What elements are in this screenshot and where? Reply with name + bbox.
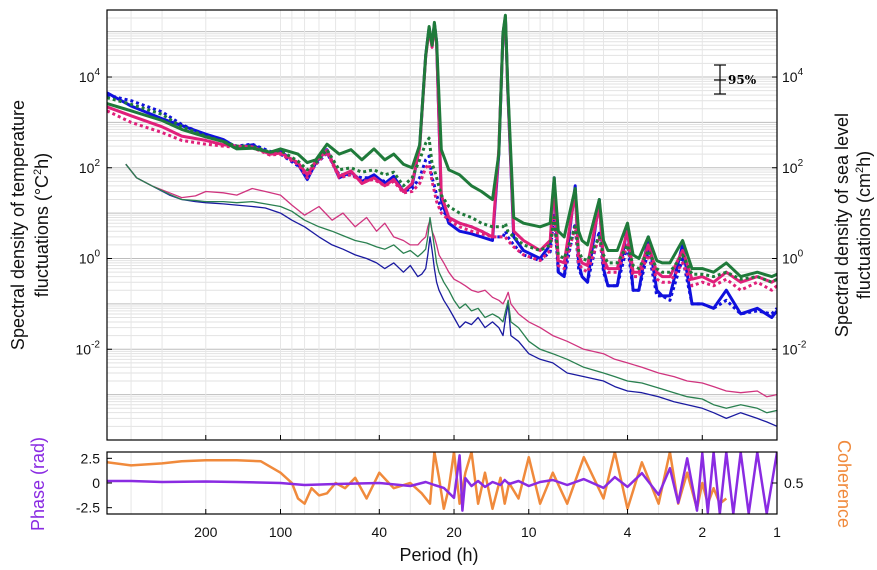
series-line-8 <box>125 163 777 398</box>
left-tick-label-base: 10 <box>79 251 95 267</box>
coherence-line <box>107 452 728 511</box>
right-tick-label-exp: 2 <box>798 158 804 169</box>
spectra-left-ylabel-2: fluctuations (°C2h) <box>32 153 52 297</box>
left-tick-label-exp: 0 <box>94 249 100 260</box>
spectra-right-ylabel: Spectral density of sea level <box>832 113 852 337</box>
spectra-left-ylabel-line2a: fluctuations (°C <box>32 175 52 297</box>
x-tick-label: 40 <box>372 524 388 540</box>
series-line-6 <box>107 96 777 284</box>
series-line-9 <box>125 163 777 414</box>
x-tick-label: 10 <box>521 524 537 540</box>
series-line-7 <box>125 163 777 427</box>
left-tick-label: 102 <box>79 158 101 176</box>
right-tick-label: 10-2 <box>782 339 807 357</box>
left-tick-label-base: 10 <box>76 341 92 357</box>
phase-ylabel: Phase (rad) <box>28 437 48 531</box>
left-tick-label: 100 <box>79 249 101 267</box>
x-tick-label: 1 <box>773 524 781 540</box>
phase-tick-label: 2.5 <box>81 450 101 466</box>
phase-tick-label: -2.5 <box>76 500 100 516</box>
phase-left-ticks: 2.5 0 -2.5 <box>76 450 112 516</box>
left-tick-label-base: 10 <box>79 69 95 85</box>
right-tick-label-base: 10 <box>782 160 798 176</box>
spectra-left-ylabel-line1: Spectral density of temperature <box>8 100 28 350</box>
right-tick-label: 100 <box>782 249 804 267</box>
left-tick-label-exp: 2 <box>94 158 100 169</box>
spectra-grid <box>106 9 778 441</box>
confidence-label: 95% <box>728 73 757 87</box>
x-tick-label: 100 <box>269 524 293 540</box>
left-tick-label-exp: -2 <box>91 339 100 350</box>
x-axis-label: Period (h) <box>399 545 478 565</box>
left-tick-label-base: 10 <box>79 160 95 176</box>
spectra-right-ylabel-2: fluctuations (cm2h) <box>854 151 874 299</box>
right-tick-label-exp: 0 <box>798 249 804 260</box>
spectra-left-ylabel-line2sup: 2 <box>32 169 44 175</box>
spectra-right-ylabel-line2sup: 2 <box>854 167 866 173</box>
confidence-bar: 95% <box>714 64 757 95</box>
spectra-right-ylabel-line2a: fluctuations (cm <box>854 173 874 299</box>
x-tick-label: 200 <box>194 524 218 540</box>
right-tick-label: 102 <box>782 158 804 176</box>
phase-tick-label: 0 <box>92 475 100 491</box>
left-tick-label: 104 <box>79 67 101 85</box>
series-line-4 <box>107 109 777 292</box>
right-tick-label: 104 <box>782 67 804 85</box>
phase-line <box>107 452 777 514</box>
x-axis-ticks: 200 100 40 20 10 4 2 1 <box>194 435 781 540</box>
series-line-5 <box>107 13 777 279</box>
coherence-ylabel: Coherence <box>834 440 854 528</box>
left-tick-label-exp: 4 <box>94 67 100 78</box>
right-tick-label-base: 10 <box>782 341 798 357</box>
spectra-left-ylabel-line2b: h) <box>32 153 52 169</box>
x-tick-label: 20 <box>446 524 462 540</box>
spectra-right-ylabel-line2b: h) <box>854 151 874 167</box>
spectra-series <box>107 13 777 427</box>
x-tick-label: 2 <box>698 524 706 540</box>
coherence-tick-label: 0.5 <box>784 475 804 491</box>
spectra-left-ylabel: Spectral density of temperature <box>8 100 28 350</box>
right-tick-label-base: 10 <box>782 251 798 267</box>
phase-coherence-series <box>107 452 777 514</box>
right-tick-label-exp: -2 <box>798 339 807 350</box>
right-tick-label-exp: 4 <box>798 67 804 78</box>
spectra-plot-frame <box>106 9 778 441</box>
coherence-right-ticks: 0.5 <box>772 475 804 491</box>
spectra-right-ylabel-line1: Spectral density of sea level <box>832 113 852 337</box>
x-tick-label: 4 <box>624 524 632 540</box>
right-tick-label-base: 10 <box>782 69 798 85</box>
left-tick-label: 10-2 <box>76 339 101 357</box>
